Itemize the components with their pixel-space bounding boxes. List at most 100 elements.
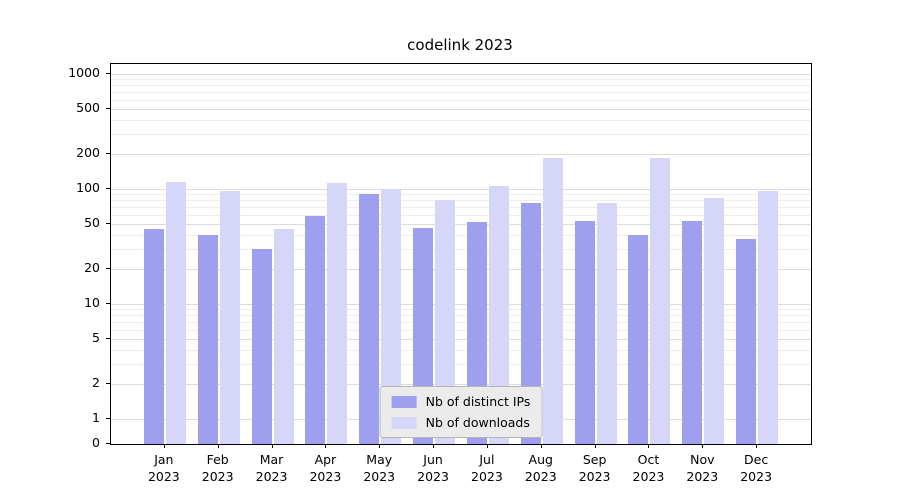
bar-distinct-ips — [628, 234, 649, 444]
x-tick-month: Jun — [423, 452, 443, 467]
y-tick-label: 0 — [92, 435, 100, 450]
bar-downloads — [542, 158, 563, 444]
x-tick-year: 2023 — [417, 469, 449, 484]
minor-gridline — [111, 321, 811, 323]
x-tick-year: 2023 — [147, 469, 180, 484]
major-gridline — [111, 189, 811, 190]
minor-gridline — [111, 200, 811, 202]
minor-gridline — [111, 309, 811, 311]
y-tick-label: 1000 — [68, 65, 100, 80]
bar-distinct-ips — [574, 220, 595, 444]
x-tick-label: Apr 2023 — [295, 451, 355, 485]
x-tick-year: 2023 — [309, 469, 342, 484]
bar-distinct-ips — [251, 249, 272, 444]
x-tick-month: Feb — [206, 452, 229, 467]
x-tick-year: 2023 — [201, 469, 234, 484]
major-gridline — [111, 304, 811, 305]
x-tick-month: May — [366, 452, 393, 467]
x-tick-month: Mar — [259, 452, 284, 467]
y-tick-label: 10 — [84, 295, 100, 310]
x-tick-label: Nov 2023 — [672, 451, 732, 485]
bar-downloads — [165, 182, 186, 444]
x-tick-year: 2023 — [471, 469, 503, 484]
major-gridline — [111, 74, 811, 75]
x-tick-month: Apr — [314, 452, 337, 467]
minor-gridline — [111, 329, 811, 331]
bar-downloads — [650, 158, 671, 444]
minor-gridline — [111, 79, 811, 81]
bar-distinct-ips — [305, 216, 326, 444]
bar-downloads — [327, 183, 348, 444]
plot-area: Nb of distinct IPs Nb of downloads — [110, 63, 812, 445]
y-tick-label: 200 — [76, 145, 100, 161]
major-gridline — [111, 384, 811, 386]
bar-distinct-ips — [143, 228, 164, 444]
x-tick-year: 2023 — [363, 469, 396, 484]
y-tick-label: 20 — [84, 260, 100, 276]
y-tick-label: 5 — [92, 329, 100, 345]
gridlines — [111, 64, 811, 444]
minor-gridline — [111, 249, 811, 251]
bar-series — [111, 64, 811, 444]
bar-downloads — [758, 190, 779, 444]
x-tick-label: Jan 2023 — [134, 451, 194, 485]
minor-gridline — [111, 234, 811, 236]
x-tick-month: Nov — [690, 452, 715, 467]
x-tick-month: Aug — [528, 452, 553, 467]
legend-item-distinct-ips: Nb of distinct IPs — [391, 394, 531, 409]
major-gridline — [111, 338, 811, 340]
minor-gridline — [111, 349, 811, 351]
minor-gridline — [111, 364, 811, 366]
legend-label-distinct-ips: Nb of distinct IPs — [425, 394, 531, 409]
x-tick-label: Aug 2023 — [511, 451, 571, 485]
y-tick-label: 2 — [92, 375, 100, 391]
minor-gridline — [111, 206, 811, 208]
chart-title: codelink 2023 — [407, 36, 513, 54]
x-tick-label: Dec 2023 — [726, 451, 786, 485]
legend-item-downloads: Nb of downloads — [391, 415, 531, 430]
bar-downloads — [219, 190, 240, 444]
minor-gridline — [111, 214, 811, 216]
y-tick-label: 500 — [76, 99, 100, 115]
x-tick-month: Dec — [744, 452, 769, 467]
x-tick-month: Jan — [154, 452, 174, 467]
bar-downloads — [273, 228, 294, 444]
bar-downloads — [488, 185, 509, 444]
y-tick-label: 100 — [76, 180, 100, 195]
x-tick-label: Sep 2023 — [565, 451, 625, 485]
x-tick-year: 2023 — [524, 469, 557, 484]
x-tick-year: 2023 — [255, 469, 288, 484]
y-tick-label: 1 — [92, 410, 100, 425]
x-tick-label: May 2023 — [349, 451, 409, 485]
major-gridline — [111, 108, 811, 110]
x-tick-year: 2023 — [632, 469, 665, 484]
bar-downloads — [596, 202, 617, 444]
legend-swatch-downloads — [391, 416, 417, 429]
x-tick-year: 2023 — [686, 469, 719, 484]
major-gridline — [111, 154, 811, 156]
legend-swatch-distinct-ips — [391, 395, 417, 408]
x-tick-month: Jul — [479, 452, 495, 467]
legend-label-downloads: Nb of downloads — [425, 415, 530, 430]
bar-downloads — [435, 200, 456, 444]
x-tick-label: Feb 2023 — [188, 451, 248, 485]
x-tick-month: Sep — [582, 452, 607, 467]
minor-gridline — [111, 91, 811, 93]
bar-distinct-ips — [359, 194, 380, 444]
bar-distinct-ips — [197, 234, 218, 444]
major-gridline — [111, 223, 811, 225]
major-gridline — [111, 269, 811, 271]
legend: Nb of distinct IPs Nb of downloads — [379, 386, 543, 438]
x-tick-year: 2023 — [740, 469, 773, 484]
x-tick-label: Mar 2023 — [242, 451, 302, 485]
minor-gridline — [111, 85, 811, 87]
x-tick-label: Jun 2023 — [403, 451, 463, 485]
x-tick-year: 2023 — [578, 469, 611, 484]
minor-gridline — [111, 119, 811, 121]
minor-gridline — [111, 99, 811, 101]
bar-downloads — [381, 189, 402, 444]
bar-downloads — [704, 197, 725, 444]
bar-distinct-ips — [682, 220, 703, 444]
minor-gridline — [111, 194, 811, 196]
